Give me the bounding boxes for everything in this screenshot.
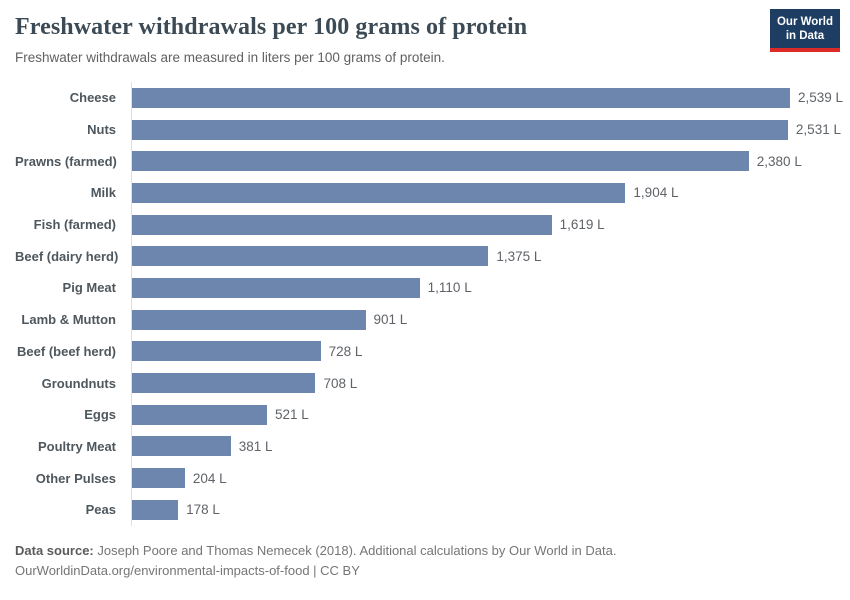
bar-value-label: 1,904 L <box>633 185 679 201</box>
bar-row: Prawns (farmed) 2,380 L <box>15 145 835 177</box>
bar-track: 2,539 L <box>124 87 844 108</box>
bar-track: 521 L <box>124 404 835 425</box>
bar <box>132 87 790 108</box>
bar <box>132 341 321 362</box>
bar-row: Poultry Meat 381 L <box>15 431 835 463</box>
bar <box>132 119 788 140</box>
bar-category-label: Fish (farmed) <box>33 217 116 233</box>
bar-value-label: 204 L <box>192 470 227 486</box>
bar-row: Beef (beef herd) 728 L <box>15 336 835 368</box>
bar <box>132 182 626 203</box>
bar-category-label: Pig Meat <box>62 280 116 296</box>
owid-logo-line2: in Data <box>785 30 825 43</box>
bar-value-label: 1,110 L <box>427 280 472 296</box>
bar-row: Eggs 521 L <box>15 399 835 431</box>
bar-chart: Cheese 2,539 L Nuts 2,531 L Prawns (farm… <box>15 82 843 526</box>
bar <box>132 468 185 489</box>
bar-row: Milk 1,904 L <box>15 177 835 209</box>
bar-value-label: 708 L <box>323 375 358 391</box>
bar-category-label: Nuts <box>87 122 116 138</box>
data-source-line: Data source: Joseph Poore and Thomas Nem… <box>15 541 835 561</box>
bar-category-label: Peas <box>85 502 116 518</box>
bar-value-label: 1,375 L <box>496 248 542 264</box>
bar-value-label: 521 L <box>275 407 309 423</box>
bar-track: 2,380 L <box>124 151 835 172</box>
bar <box>132 277 420 298</box>
bar-value-label: 728 L <box>328 343 363 359</box>
bar-value-label: 381 L <box>238 438 273 454</box>
bar-track: 708 L <box>124 373 835 394</box>
bar-row: Nuts 2,531 L <box>15 114 841 146</box>
bar-category-label: Other Pulses <box>35 470 116 486</box>
bar-category-label: Beef (dairy herd) <box>15 248 119 264</box>
page-title: Freshwater withdrawals per 100 grams of … <box>15 14 528 40</box>
bar-category-label: Cheese <box>69 90 116 106</box>
bar-track: 2,531 L <box>124 119 841 140</box>
bar-category-label: Lamb & Mutton <box>21 312 116 328</box>
bar-track: 1,904 L <box>124 182 835 203</box>
owid-logo[interactable]: Our World in Data <box>769 9 840 52</box>
bar-row: Other Pulses 204 L <box>15 462 835 494</box>
bar <box>132 309 366 330</box>
bar-category-label: Groundnuts <box>41 375 116 391</box>
data-source-text: Joseph Poore and Thomas Nemecek (2018). … <box>93 543 617 558</box>
bar-track: 901 L <box>124 309 835 330</box>
y-axis-line <box>131 82 132 526</box>
bar-track: 728 L <box>124 341 835 362</box>
bar-value-label: 178 L <box>186 502 220 518</box>
chart-footer: Data source: Joseph Poore and Thomas Nem… <box>15 541 835 581</box>
bar-category-label: Beef (beef herd) <box>17 343 116 359</box>
bar-row: Fish (farmed) 1,619 L <box>15 209 835 241</box>
bar-value-label: 901 L <box>373 312 408 328</box>
bar <box>132 214 552 235</box>
bar-value-label: 2,539 L <box>798 90 844 106</box>
bar-value-label: 1,619 L <box>559 217 605 233</box>
bar <box>132 404 268 425</box>
bar-row: Peas 178 L <box>15 494 835 526</box>
bar <box>132 436 231 457</box>
footer-link[interactable]: OurWorldinData.org/environmental-impacts… <box>15 563 360 579</box>
chart-subtitle: Freshwater withdrawals are measured in l… <box>15 50 445 65</box>
bar-track: 178 L <box>124 499 835 520</box>
bar <box>132 373 316 394</box>
owid-logo-line1: Our World <box>776 16 833 28</box>
data-source-label: Data source: <box>15 543 94 558</box>
bar-category-label: Milk <box>90 185 116 201</box>
bar-row: Cheese 2,539 L <box>15 82 843 114</box>
bar-track: 1,375 L <box>124 246 835 267</box>
bar-category-label: Eggs <box>84 407 116 423</box>
bar-row: Groundnuts 708 L <box>15 367 835 399</box>
bar-value-label: 2,531 L <box>795 122 841 138</box>
bar-track: 381 L <box>124 436 835 457</box>
bar-row: Beef (dairy herd) 1,375 L <box>15 240 835 272</box>
bar-track: 1,619 L <box>124 214 835 235</box>
bar-track: 1,110 L <box>124 277 835 298</box>
bar <box>132 151 749 172</box>
bar-category-label: Poultry Meat <box>37 438 116 454</box>
bar-value-label: 2,380 L <box>756 153 802 169</box>
bar-track: 204 L <box>124 468 835 489</box>
bar <box>132 246 489 267</box>
bar-row: Lamb & Mutton 901 L <box>15 304 835 336</box>
bar <box>132 499 179 520</box>
bar-row: Pig Meat 1,110 L <box>15 272 835 304</box>
bar-category-label: Prawns (farmed) <box>15 153 117 169</box>
